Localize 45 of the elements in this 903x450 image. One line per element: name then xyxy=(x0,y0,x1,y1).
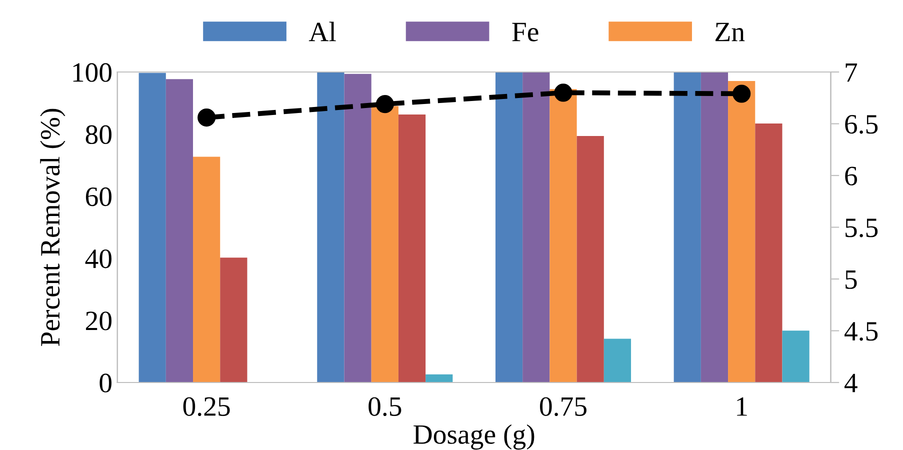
bar xyxy=(317,72,344,382)
point xyxy=(198,108,216,127)
y2-tick-label: 6.5 xyxy=(845,114,878,134)
legend-label: Al xyxy=(308,22,336,42)
y-tick-label: 40 xyxy=(85,249,112,268)
bar xyxy=(398,114,426,382)
point xyxy=(732,84,751,103)
y2-tick-label: 5 xyxy=(846,270,857,289)
x-tick-label: 0.25 xyxy=(183,397,230,416)
bar xyxy=(674,72,701,382)
y2-tick-label: 7 xyxy=(846,63,858,82)
bar xyxy=(700,72,728,382)
legend-label: Zn xyxy=(716,22,745,42)
bar xyxy=(344,74,372,382)
y-tick-label: 20 xyxy=(86,312,112,330)
bar xyxy=(193,156,220,382)
y-tick-label: 80 xyxy=(86,125,112,144)
x-tick-label: 1 xyxy=(737,397,747,416)
bar xyxy=(166,79,194,382)
bar xyxy=(495,72,523,382)
y-tick-label: 100 xyxy=(73,63,112,82)
y2-tick-label: 5.5 xyxy=(846,218,878,238)
y2-tick-label: 4.5 xyxy=(844,322,878,341)
legend-label: Fe xyxy=(512,22,538,42)
bar xyxy=(550,89,577,382)
y-axis-title: Percent Removal (%) xyxy=(40,108,66,346)
y-tick-label: 0 xyxy=(100,374,112,392)
x-axis-title: Dosage (g) xyxy=(414,424,534,450)
bar xyxy=(755,124,782,382)
bar xyxy=(522,72,550,382)
bar xyxy=(604,338,632,382)
bar xyxy=(220,258,248,382)
y-tick-label: 60 xyxy=(86,187,112,206)
bar xyxy=(426,374,453,382)
bar xyxy=(371,106,398,382)
bar xyxy=(138,72,166,382)
y2-tick-label: 6 xyxy=(845,166,858,186)
x-tick-label: 0.75 xyxy=(540,397,586,416)
bar xyxy=(728,81,756,382)
point xyxy=(376,95,394,114)
y2-tick-label: 4 xyxy=(844,374,858,392)
bar xyxy=(782,330,810,382)
bar xyxy=(576,136,604,382)
point xyxy=(554,84,572,102)
x-tick-label: 0.5 xyxy=(368,397,402,416)
